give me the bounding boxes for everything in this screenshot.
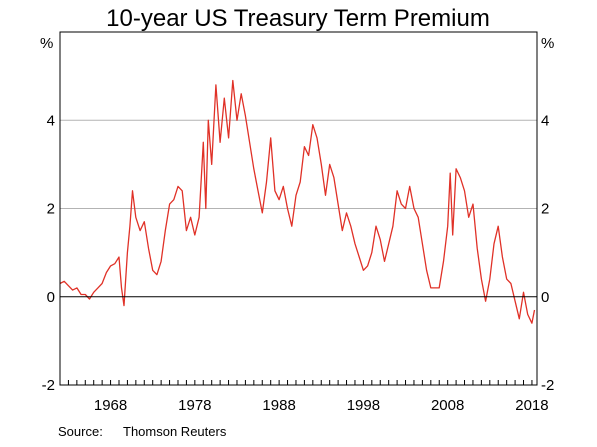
- source-text: Thomson Reuters: [123, 424, 227, 439]
- x-tick-label: 2018: [515, 397, 548, 414]
- y-unit-left: %: [40, 35, 53, 52]
- x-tick-label: 2008: [431, 397, 464, 414]
- y-tick-label-right: 4: [541, 112, 549, 129]
- x-tick-label: 1998: [347, 397, 380, 414]
- y-tick-label-right: 2: [541, 201, 549, 218]
- axes: [59, 31, 538, 386]
- x-tick-label: 1988: [262, 397, 295, 414]
- y-tick-label-right: -2: [541, 377, 554, 394]
- tick-labels: -2 -2 0 0 2 2 4 4 1968 1978 1988 1998 2008 2018: [42, 112, 555, 414]
- y-tick-label-left: -2: [42, 377, 55, 394]
- y-unit-right: %: [541, 35, 554, 52]
- term-premium-series-line: [59, 79, 536, 324]
- y-tick-label-left: 4: [47, 112, 55, 129]
- plot-frame: [59, 31, 538, 386]
- series-layer: [59, 79, 536, 324]
- y-tick-label-left: 0: [47, 289, 55, 306]
- x-tick-label: 1968: [94, 397, 127, 414]
- y-tick-label-right: 0: [541, 289, 549, 306]
- source-label: Source:: [58, 424, 103, 439]
- y-tick-label-left: 2: [47, 201, 55, 218]
- gridlines: [60, 119, 537, 209]
- x-tick-label: 1978: [178, 397, 211, 414]
- chart-title: 10-year US Treasury Term Premium: [106, 5, 490, 32]
